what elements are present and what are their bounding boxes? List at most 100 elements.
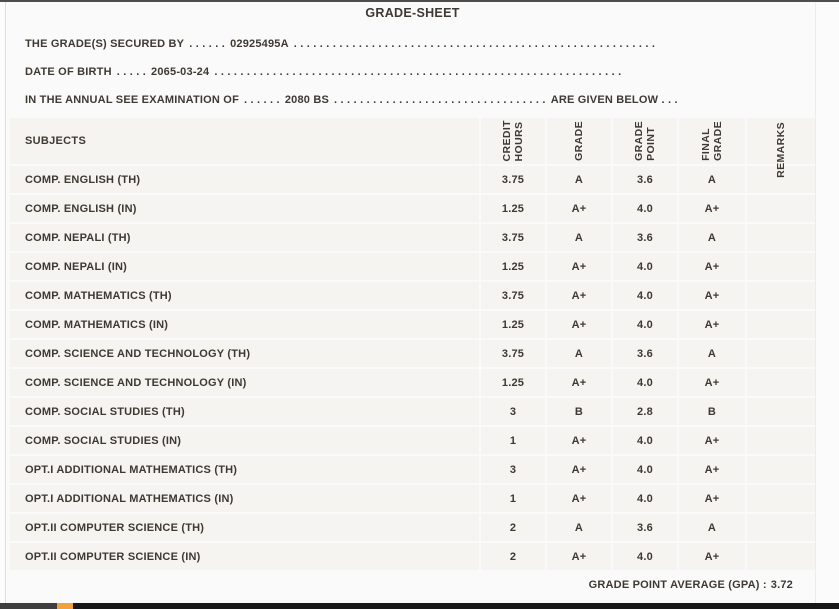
- grade-point-cell: 4.0: [613, 282, 677, 309]
- grade-cell: A+: [547, 195, 611, 222]
- subject-cell: OPT.II COMPUTER SCIENCE (TH): [10, 514, 479, 541]
- subject-cell: OPT.II COMPUTER SCIENCE (IN): [10, 543, 479, 570]
- final-grade-cell: A+: [679, 485, 745, 512]
- grade-point-cell: 3.6: [613, 340, 677, 367]
- table-row: COMP. ENGLISH (TH) 3.75 A 3.6 A: [10, 166, 815, 193]
- candidate-info-section: THE GRADE(S) SECURED BY . . . . . . 029254…: [10, 22, 815, 114]
- credit-hours-cell: 1: [481, 427, 545, 454]
- grade-point-cell: 4.0: [613, 369, 677, 396]
- final-grade-cell: B: [679, 398, 745, 425]
- grade-point-cell: 4.0: [613, 543, 677, 570]
- grade-point-cell: 4.0: [613, 253, 677, 280]
- subject-cell: COMP. SCIENCE AND TECHNOLOGY (IN): [10, 369, 479, 396]
- dotted-leader: . . . . . .: [189, 38, 226, 50]
- table-row: OPT.II COMPUTER SCIENCE (IN) 2 A+ 4.0 A+: [10, 543, 815, 570]
- final-grade-cell: A+: [679, 311, 745, 338]
- table-row: COMP. NEPALI (TH) 3.75 A 3.6 A: [10, 224, 815, 251]
- grade-cell: A+: [547, 485, 611, 512]
- grade-sheet-content: GRADE-SHEET THE GRADE(S) SECURED BY . . .…: [7, 2, 816, 603]
- grade-point-cell: 4.0: [613, 311, 677, 338]
- remarks-cell: [747, 311, 815, 338]
- gpa-value: 3.72: [770, 579, 793, 591]
- grade-cell: A+: [547, 253, 611, 280]
- remarks-cell: [747, 282, 815, 309]
- final-grade-cell: A+: [679, 456, 745, 483]
- subject-cell: OPT.I ADDITIONAL MATHEMATICS (TH): [10, 456, 479, 483]
- grade-point-cell: 4.0: [613, 427, 677, 454]
- credit-hours-column-header: CREDIT HOURS: [481, 118, 545, 164]
- dotted-leader: . . . . . . . . . . . . . . . . . . . . …: [334, 94, 546, 106]
- grade-cell: A: [547, 224, 611, 251]
- final-grade-cell: A: [679, 514, 745, 541]
- date-of-birth-label: DATE OF BIRTH: [25, 66, 112, 78]
- grade-point-cell: 2.8: [613, 398, 677, 425]
- subject-cell: COMP. SOCIAL STUDIES (TH): [10, 398, 479, 425]
- grade-cell: A: [547, 514, 611, 541]
- grade-point-column-header: GRADE POINT: [613, 118, 677, 164]
- remarks-cell: [747, 543, 815, 570]
- dotted-leader: . . . . .: [116, 66, 147, 78]
- final-grade-cell: A: [679, 340, 745, 367]
- subject-cell: COMP. SOCIAL STUDIES (IN): [10, 427, 479, 454]
- remarks-cell: [747, 166, 815, 193]
- final-grade-column-header: FINAL GRADE: [679, 118, 745, 164]
- credit-hours-cell: 3.75: [481, 282, 545, 309]
- grade-column-header: GRADE: [547, 118, 611, 164]
- credit-hours-cell: 1.25: [481, 369, 545, 396]
- table-body: COMP. ENGLISH (TH) 3.75 A 3.6 A COMP. EN…: [10, 166, 815, 570]
- remarks-cell: [747, 224, 815, 251]
- subject-cell: COMP. MATHEMATICS (TH): [10, 282, 479, 309]
- table-row: COMP. ENGLISH (IN) 1.25 A+ 4.0 A+: [10, 195, 815, 222]
- subjects-column-header: SUBJECTS: [10, 118, 479, 164]
- subject-cell: COMP. NEPALI (TH): [10, 224, 479, 251]
- date-of-birth-value: 2065-03-24: [151, 66, 210, 78]
- page-title: GRADE-SHEET: [365, 6, 460, 20]
- grade-cell: A: [547, 340, 611, 367]
- dotted-leader: . . . . . . . . . . . . . . . . . . . . …: [293, 38, 656, 50]
- left-margin-strip: [0, 2, 6, 603]
- credit-hours-cell: 3.75: [481, 166, 545, 193]
- dotted-leader: . . . . . . . . . . . . . . . . . . . . …: [214, 66, 622, 78]
- credit-hours-cell: 1.25: [481, 311, 545, 338]
- grade-point-cell: 3.6: [613, 224, 677, 251]
- table-row: OPT.I ADDITIONAL MATHEMATICS (TH) 3 A+ 4…: [10, 456, 815, 483]
- credit-hours-cell: 1.25: [481, 195, 545, 222]
- gpa-summary: GRADE POINT AVERAGE (GPA) :3.72: [10, 579, 815, 591]
- remarks-cell: [747, 369, 815, 396]
- final-grade-cell: A+: [679, 427, 745, 454]
- grade-cell: A+: [547, 456, 611, 483]
- grade-point-cell: 4.0: [613, 195, 677, 222]
- final-grade-cell: A+: [679, 543, 745, 570]
- final-grade-cell: A+: [679, 369, 745, 396]
- table-row: COMP. SCIENCE AND TECHNOLOGY (TH) 3.75 A…: [10, 340, 815, 367]
- grade-point-cell: 3.6: [613, 514, 677, 541]
- table-row: OPT.II COMPUTER SCIENCE (TH) 2 A 3.6 A: [10, 514, 815, 541]
- bottom-bar-left-segment: [0, 603, 57, 609]
- remarks-column-header: REMARKS: [747, 118, 815, 178]
- final-grade-cell: A: [679, 166, 745, 193]
- examination-label: IN THE ANNUAL SEE EXAMINATION OF: [25, 94, 239, 106]
- grade-cell: A+: [547, 427, 611, 454]
- symbol-number-value: 02925495A: [230, 38, 289, 50]
- credit-hours-cell: 3: [481, 456, 545, 483]
- remarks-cell: [747, 456, 815, 483]
- grade-point-cell: 3.6: [613, 166, 677, 193]
- subject-cell: COMP. MATHEMATICS (IN): [10, 311, 479, 338]
- grade-point-cell: 4.0: [613, 485, 677, 512]
- subject-cell: COMP. SCIENCE AND TECHNOLOGY (TH): [10, 340, 479, 367]
- grade-cell: A+: [547, 543, 611, 570]
- grade-cell: A+: [547, 282, 611, 309]
- credit-hours-cell: 2: [481, 543, 545, 570]
- bottom-bar: [0, 603, 839, 609]
- subject-cell: COMP. ENGLISH (IN): [10, 195, 479, 222]
- remarks-cell: [747, 253, 815, 280]
- remarks-cell: [747, 514, 815, 541]
- subject-cell: COMP. NEPALI (IN): [10, 253, 479, 280]
- bottom-bar-accent-segment: [57, 603, 73, 609]
- credit-hours-cell: 3.75: [481, 224, 545, 251]
- remarks-cell: [747, 485, 815, 512]
- examination-year-value: 2080 BS: [284, 94, 330, 106]
- secured-by-label: THE GRADE(S) SECURED BY: [25, 38, 185, 50]
- date-of-birth-line: DATE OF BIRTH . . . . . 2065-03-24 . . . . …: [25, 58, 815, 86]
